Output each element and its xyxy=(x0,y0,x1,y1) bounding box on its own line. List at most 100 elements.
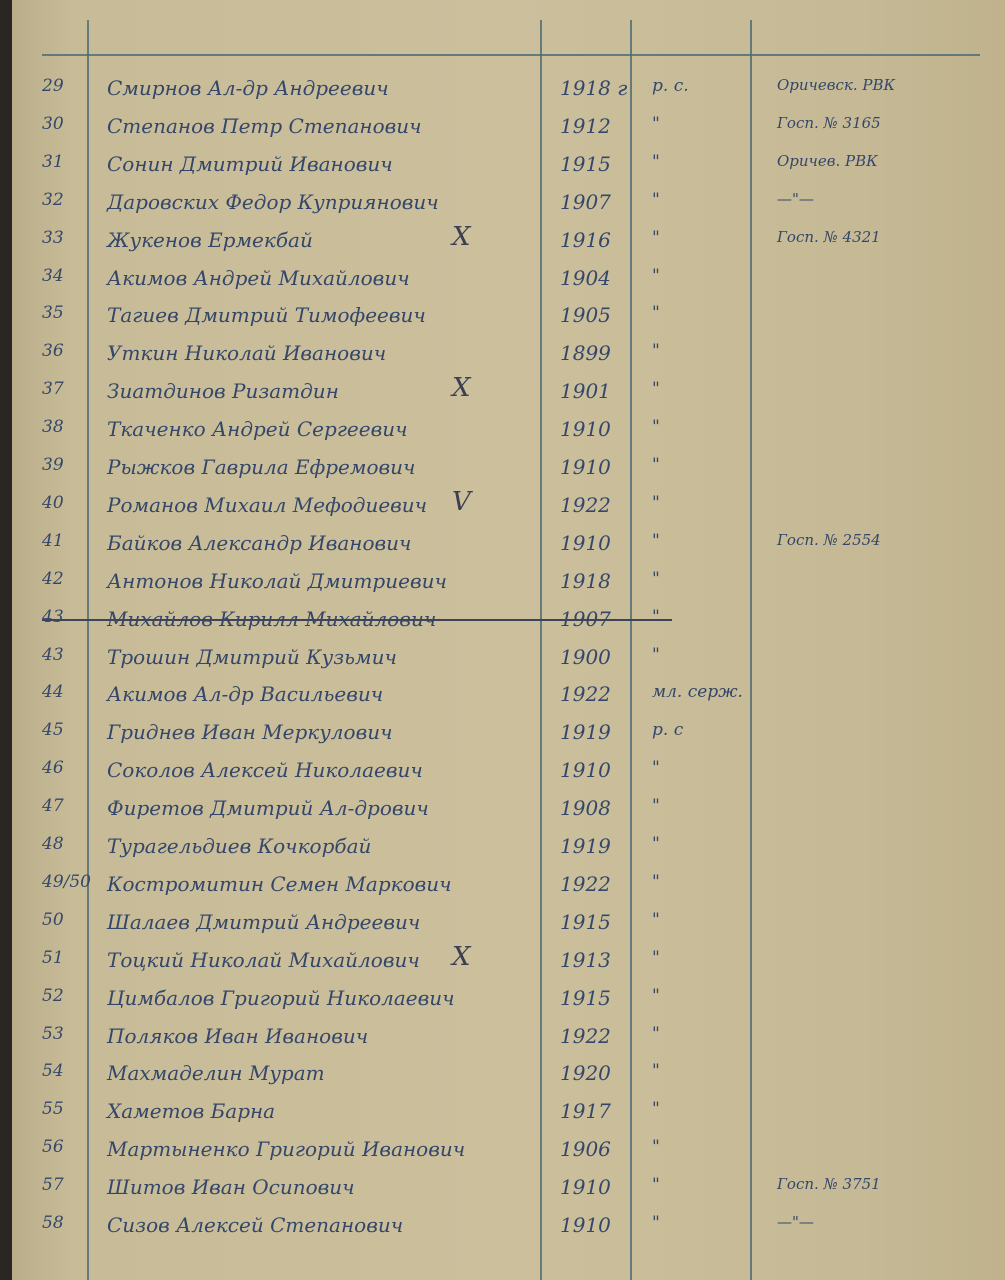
roster-row: 52 Цимбалов Григорий Николаевич 1915 " xyxy=(12,980,1005,1018)
row-name: Шалаев Дмитрий Андреевич xyxy=(107,909,421,934)
row-rank: " xyxy=(652,909,660,930)
row-name: Тоцкий Николай Михайлович xyxy=(107,947,420,972)
row-name: Даровских Федор Куприянович xyxy=(107,189,439,214)
row-rank: " xyxy=(652,1137,660,1158)
row-year: 1915 xyxy=(560,909,611,934)
check-mark: X xyxy=(452,221,471,252)
row-year: 1908 xyxy=(560,796,611,821)
row-num: 50 xyxy=(42,909,64,930)
row-name: Гриднев Иван Меркулович xyxy=(107,720,393,745)
row-rank: " xyxy=(652,227,660,248)
row-num: 56 xyxy=(42,1137,64,1158)
row-year: 1920 xyxy=(560,1061,611,1086)
strikethrough-line xyxy=(42,618,672,621)
row-num: 34 xyxy=(42,265,64,286)
row-num: 42 xyxy=(42,568,64,589)
row-num: 30 xyxy=(42,113,64,134)
row-year: 1907 xyxy=(560,189,611,214)
row-rank: " xyxy=(652,151,660,172)
check-mark: V xyxy=(452,486,471,517)
row-name: Акимов Ал-др Васильевич xyxy=(107,682,384,707)
row-num: 43 xyxy=(42,606,64,627)
row-num: 58 xyxy=(42,1213,64,1233)
row-rank: " xyxy=(652,758,660,779)
roster-row: 49/50 Костромитин Семен Маркович 1922 " xyxy=(12,866,1005,904)
row-year: 1918 г xyxy=(560,76,628,100)
row-year: 1918 xyxy=(560,568,611,593)
row-name: Сизов Алексей Степанович xyxy=(107,1213,404,1237)
row-name: Сонин Дмитрий Иванович xyxy=(107,151,393,176)
roster-row: 30 Степанов Петр Степанович 1912 " Госп. № 3… xyxy=(12,108,1005,146)
row-year: 1922 xyxy=(560,1023,611,1048)
row-rank: " xyxy=(652,644,660,665)
row-num: 52 xyxy=(42,985,64,1006)
row-year: 1905 xyxy=(560,303,611,328)
row-num: 40 xyxy=(42,492,64,513)
row-num: 33 xyxy=(42,227,64,248)
row-note: Госп. № 3751 xyxy=(777,1175,881,1194)
row-name: Степанов Петр Степанович xyxy=(107,113,422,138)
row-year: 1910 xyxy=(560,417,611,442)
row-num: 57 xyxy=(42,1175,64,1196)
row-note: Оричев. РВК xyxy=(777,151,878,170)
row-note: Госп. № 4321 xyxy=(777,227,881,246)
document-page: 29 Смирнов Ал-др Андреевич 1918 г р. с. Орич… xyxy=(12,0,1005,1280)
roster-row: 32 Даровских Федор Куприянович 1907 " —"— xyxy=(12,184,1005,222)
row-num: 29 xyxy=(42,76,64,96)
row-rank: " xyxy=(652,189,660,210)
row-name: Хаметов Барна xyxy=(107,1099,276,1124)
roster-row: 57 Шитов Иван Осипович 1910 " Госп. № 3751 xyxy=(12,1169,1005,1207)
row-rank: " xyxy=(652,455,660,475)
roster-row: 45 Гриднев Иван Меркулович 1919 р. с xyxy=(12,714,1005,752)
row-num: 41 xyxy=(42,530,64,551)
row-rank: " xyxy=(652,379,660,400)
row-name: Рыжков Гаврила Ефремович xyxy=(107,455,416,479)
row-year: 1922 xyxy=(560,682,611,707)
roster-row: 29 Смирнов Ал-др Андреевич 1918 г р. с. Орич… xyxy=(12,70,1005,108)
row-rank: " xyxy=(652,265,660,286)
row-num: 37 xyxy=(42,379,64,400)
row-rank: " xyxy=(652,1213,660,1233)
row-num: 49/50 xyxy=(42,871,91,892)
roster-row: 50 Шалаев Дмитрий Андреевич 1915 " xyxy=(12,904,1005,942)
roster-row: 55 Хаметов Барна 1917 " xyxy=(12,1093,1005,1131)
row-num: 32 xyxy=(42,189,64,210)
row-note: —"— xyxy=(777,1213,814,1231)
roster-row: 35 Тагиев Дмитрий Тимофеевич 1905 " xyxy=(12,297,1005,335)
row-rank: " xyxy=(652,985,660,1006)
column-divider-note xyxy=(750,20,752,1280)
row-year: 1922 xyxy=(560,871,611,896)
row-name: Акимов Андрей Михайлович xyxy=(107,265,410,290)
row-year: 1917 xyxy=(560,1099,611,1124)
row-year: 1899 xyxy=(560,341,611,366)
row-year: 1915 xyxy=(560,985,611,1010)
row-rank: " xyxy=(652,834,660,854)
row-num: 36 xyxy=(42,341,64,362)
row-rank: р. с. xyxy=(652,76,689,96)
row-name: Байков Александр Иванович xyxy=(107,530,412,555)
row-note: Госп. № 2554 xyxy=(777,530,881,549)
row-year: 1913 xyxy=(560,947,611,972)
roster-row: 41 Байков Александр Иванович 1910 " Госп. № … xyxy=(12,525,1005,563)
row-name: Турагельдиев Кочкорбай xyxy=(107,834,372,858)
roster-row: 37 Зиатдинов Ризатдин 1901 " X xyxy=(12,373,1005,411)
row-year: 1906 xyxy=(560,1137,611,1162)
row-rank: мл. серж. xyxy=(652,682,743,703)
row-rank: " xyxy=(652,1061,660,1082)
row-rank: " xyxy=(652,341,660,362)
roster-row: 36 Уткин Николай Иванович 1899 " xyxy=(12,335,1005,373)
row-year: 1922 xyxy=(560,492,611,517)
row-rank: " xyxy=(652,417,660,438)
row-year: 1910 xyxy=(560,530,611,555)
row-rank: " xyxy=(652,796,660,817)
row-year: 1910 xyxy=(560,1175,611,1200)
row-name: Антонов Николай Дмитриевич xyxy=(107,568,447,593)
row-name: Костромитин Семен Маркович xyxy=(107,871,452,896)
row-name: Махмаделин Мурат xyxy=(107,1061,325,1086)
roster-row: 39 Рыжков Гаврила Ефремович 1910 " xyxy=(12,449,1005,487)
row-name: Шитов Иван Осипович xyxy=(107,1175,355,1200)
roster-row: 31 Сонин Дмитрий Иванович 1915 " Оричев. РВК xyxy=(12,146,1005,184)
column-divider-number xyxy=(87,20,89,1280)
roster-row: 38 Ткаченко Андрей Сергеевич 1910 " xyxy=(12,411,1005,449)
row-num: 31 xyxy=(42,151,64,172)
